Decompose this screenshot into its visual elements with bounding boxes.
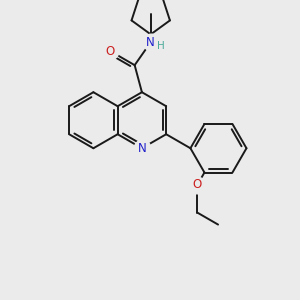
Text: N: N — [137, 142, 146, 155]
Text: N: N — [146, 36, 155, 49]
Text: O: O — [106, 45, 115, 58]
Text: O: O — [193, 178, 202, 191]
Text: H: H — [158, 41, 165, 51]
